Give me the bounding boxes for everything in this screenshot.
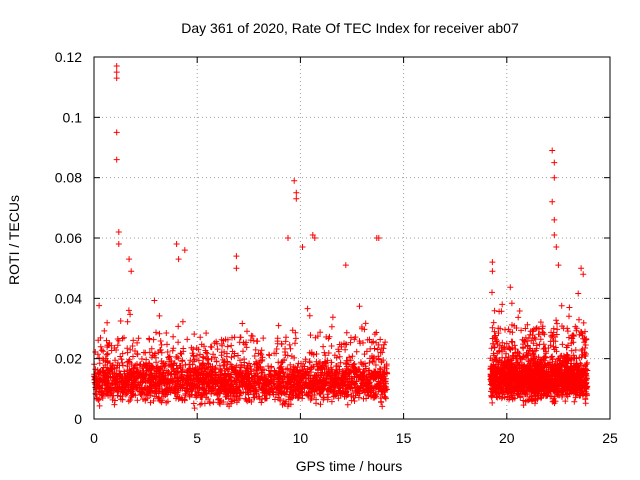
y-tick-label: 0.08 <box>55 170 82 186</box>
x-tick-label: 15 <box>396 430 412 446</box>
roti-points <box>91 63 591 412</box>
y-tick-label: 0.04 <box>55 290 82 306</box>
x-tick-label: 10 <box>293 430 309 446</box>
chart-title: Day 361 of 2020, Rate Of TEC Index for r… <box>181 20 519 36</box>
x-tick-label: 5 <box>193 430 201 446</box>
grid-lines <box>94 57 610 419</box>
y-axis-ticks: 0 0.02 0.04 0.06 0.08 0.1 0.12 <box>55 49 610 427</box>
y-tick-label: 0 <box>74 411 82 427</box>
data-points <box>91 63 591 412</box>
y-tick-label: 0.1 <box>63 109 83 125</box>
y-tick-label: 0.06 <box>55 230 82 246</box>
x-tick-label: 0 <box>90 430 98 446</box>
x-tick-label: 20 <box>499 430 515 446</box>
x-axis-ticks: 0 5 10 15 20 25 <box>90 57 618 446</box>
y-tick-label: 0.02 <box>55 351 82 367</box>
x-axis-label: GPS time / hours <box>296 458 403 474</box>
y-axis-label: ROTI / TECUs <box>6 195 22 285</box>
y-tick-label: 0.12 <box>55 49 82 65</box>
x-tick-label: 25 <box>602 430 618 446</box>
